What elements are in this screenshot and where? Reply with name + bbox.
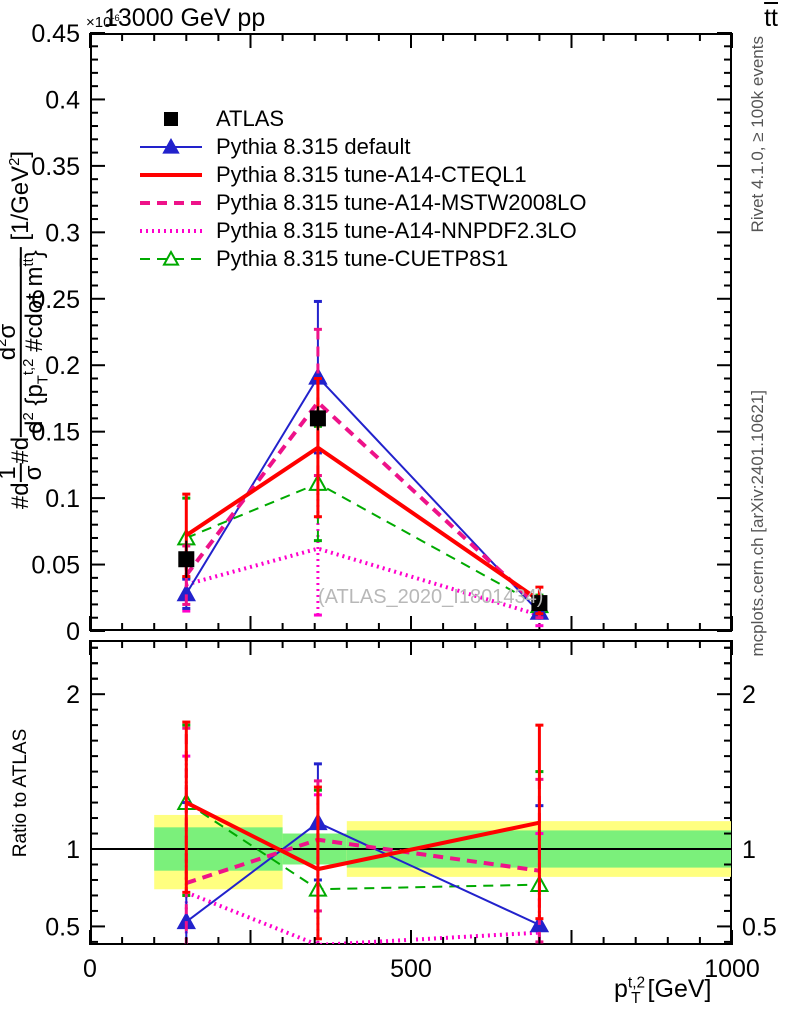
upper-plot-panel <box>90 33 732 631</box>
svg-text:0: 0 <box>66 618 80 646</box>
legend-label: Pythia 8.315 tune-A14-CTEQL1 <box>216 162 527 187</box>
legend-item[interactable]: Pythia 8.315 tune-CUETP8S1 <box>140 245 587 273</box>
legend-item[interactable]: Pythia 8.315 tune-A14-MSTW2008LO <box>140 189 587 217</box>
analysis-watermark: (ATLAS_2020_I1801434) <box>318 586 544 608</box>
x-axis-title: pt,2T [GeV] <box>614 974 712 1007</box>
legend-label: Pythia 8.315 tune-CUETP8S1 <box>216 246 509 271</box>
svg-text:0.2: 0.2 <box>45 352 80 380</box>
svg-text:0.1: 0.1 <box>45 485 80 513</box>
beam-energy-label: 13000 GeV pp <box>104 4 266 32</box>
legend-label: Pythia 8.315 tune-A14-NNPDF2.3LO <box>216 218 577 243</box>
legend: ATLAS Pythia 8.315 default Pythia 8.315 … <box>140 105 587 273</box>
legend-key-line <box>140 162 202 188</box>
svg-text:0: 0 <box>83 955 97 983</box>
svg-text:500: 500 <box>390 955 432 983</box>
legend-key-line <box>140 246 202 272</box>
svg-text:1: 1 <box>66 836 80 864</box>
svg-text:0.45: 0.45 <box>31 20 80 48</box>
legend-key-line <box>140 218 202 244</box>
legend-key-line <box>140 134 202 160</box>
svg-text:1000: 1000 <box>704 955 760 983</box>
svg-text:0.4: 0.4 <box>45 86 80 114</box>
svg-text:2: 2 <box>66 681 80 709</box>
legend-label: ATLAS <box>216 106 285 131</box>
ratio-plot-panel <box>90 640 732 945</box>
svg-text:0.15: 0.15 <box>31 419 80 447</box>
legend-item[interactable]: Pythia 8.315 tune-A14-NNPDF2.3LO <box>140 217 587 245</box>
svg-text:0.5: 0.5 <box>45 913 80 941</box>
svg-text:0.5: 0.5 <box>742 913 777 941</box>
legend-key-line <box>140 190 202 216</box>
legend-key-marker-square <box>140 106 202 132</box>
svg-text:0.35: 0.35 <box>31 153 80 181</box>
legend-label: Pythia 8.315 tune-A14-MSTW2008LO <box>216 190 587 215</box>
svg-text:1: 1 <box>742 836 756 864</box>
svg-text:2: 2 <box>742 681 756 709</box>
legend-item[interactable]: ATLAS <box>140 105 587 133</box>
svg-text:0.25: 0.25 <box>31 286 80 314</box>
legend-label: Pythia 8.315 default <box>216 134 411 159</box>
svg-text:0.05: 0.05 <box>31 552 80 580</box>
svg-text:0.3: 0.3 <box>45 219 80 247</box>
legend-item[interactable]: Pythia 8.315 default <box>140 133 587 161</box>
process-label: tt <box>764 4 778 32</box>
legend-item[interactable]: Pythia 8.315 tune-A14-CTEQL1 <box>140 161 587 189</box>
y-scale-exponent: ×10-6 <box>86 13 120 31</box>
